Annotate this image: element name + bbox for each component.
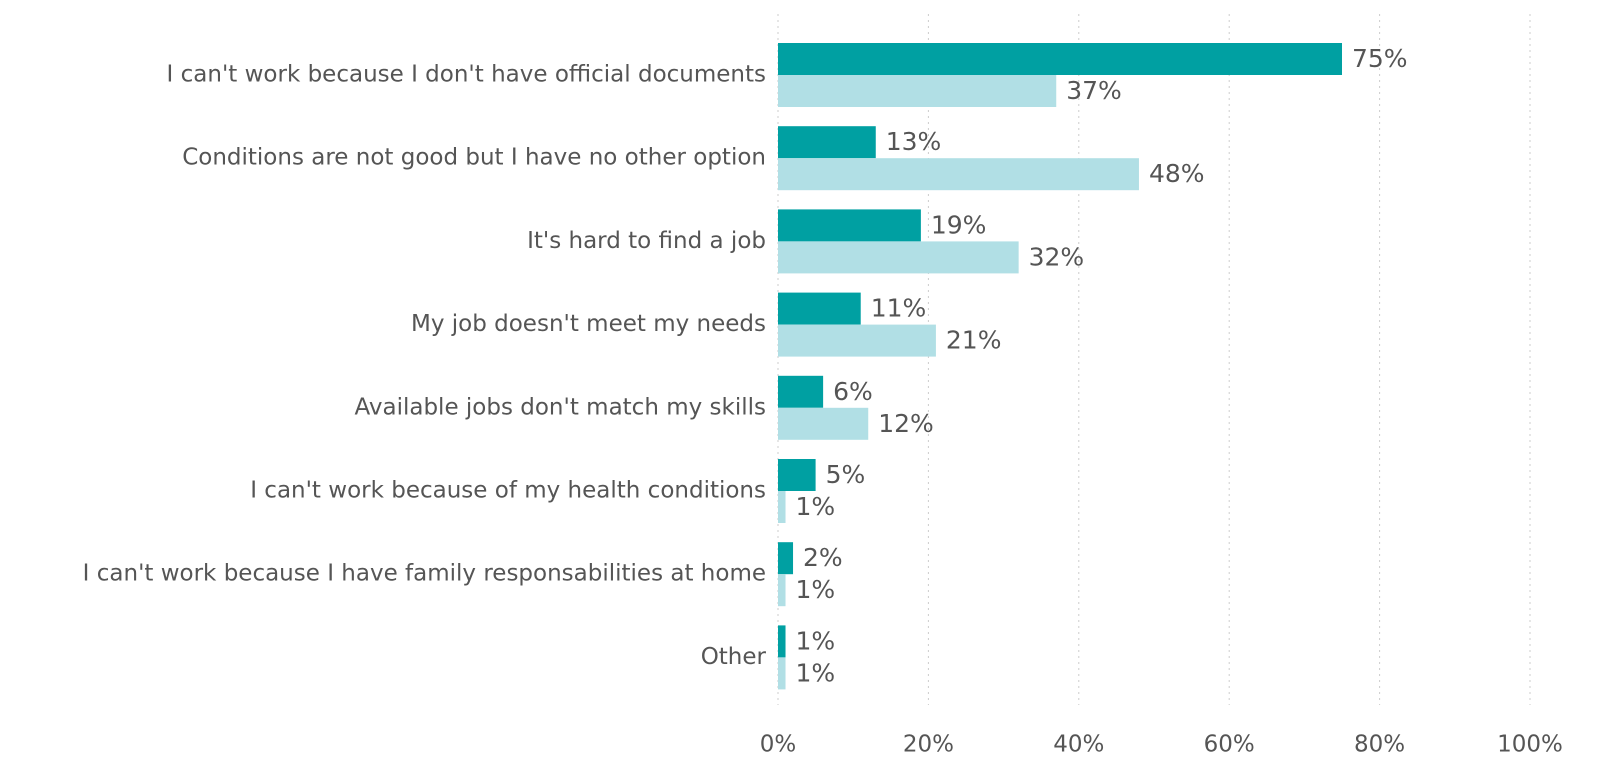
- bar: [778, 75, 1057, 107]
- x-tick-label: 0%: [760, 732, 797, 758]
- category-label: I can't work because of my health condit…: [250, 478, 766, 504]
- bar: [778, 158, 1139, 191]
- x-tick-label: 80%: [1354, 732, 1405, 758]
- category-label: Conditions are not good but I have no ot…: [182, 145, 766, 171]
- category-label: Available jobs don't match my skills: [354, 394, 766, 420]
- x-tick-label: 40%: [1053, 732, 1104, 758]
- bar: [778, 324, 936, 357]
- bar: [778, 241, 1019, 274]
- bar: [778, 209, 921, 242]
- category-label: Other: [701, 644, 767, 670]
- bar: [778, 407, 869, 440]
- value-label: 11%: [871, 294, 927, 323]
- bar: [778, 491, 786, 523]
- bar: [778, 126, 876, 159]
- x-tick-label: 20%: [903, 732, 954, 758]
- bar: [778, 375, 824, 408]
- value-label: 1%: [796, 658, 836, 687]
- value-label: 12%: [878, 409, 934, 438]
- value-label: 21%: [946, 326, 1002, 355]
- bar: [778, 292, 861, 325]
- value-label: 75%: [1352, 44, 1408, 73]
- value-label: 2%: [803, 543, 843, 572]
- value-label: 5%: [826, 460, 866, 489]
- value-label: 48%: [1149, 159, 1205, 188]
- value-label: 19%: [931, 210, 987, 239]
- category-label: It's hard to find a job: [527, 228, 766, 254]
- value-label: 1%: [796, 575, 836, 604]
- bar: [778, 574, 786, 607]
- x-tick-label: 60%: [1204, 732, 1255, 758]
- x-tick-label: 100%: [1497, 732, 1563, 758]
- value-label: 1%: [796, 626, 836, 655]
- category-label: I can't work because I have family respo…: [83, 561, 766, 587]
- value-label: 37%: [1066, 76, 1122, 105]
- value-label: 32%: [1029, 242, 1085, 271]
- value-label: 1%: [796, 492, 836, 521]
- value-label: 6%: [833, 377, 873, 406]
- bar: [778, 657, 786, 690]
- bar: [778, 625, 786, 658]
- value-label: 13%: [886, 127, 942, 156]
- bar: [778, 459, 816, 491]
- bar: [778, 542, 794, 575]
- bar: [778, 43, 1342, 75]
- category-label: I can't work because I don't have offici…: [167, 62, 766, 88]
- category-label: My job doesn't meet my needs: [411, 311, 766, 337]
